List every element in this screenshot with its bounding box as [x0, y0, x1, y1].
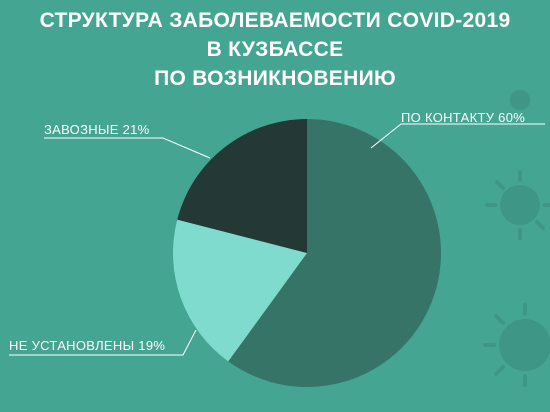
pie-slice-import: [177, 119, 307, 253]
leader-line-unknown: [9, 329, 197, 356]
title-line-2: В КУЗБАССЕ: [206, 38, 344, 61]
chart-title: СТРУКТУРА ЗАБОЛЕВАЕМОСТИ COVID-2019 В КУ…: [0, 6, 550, 93]
pie-slice-unknown: [173, 219, 307, 362]
label-contact: ПО КОНТАКТУ 60%: [401, 110, 526, 125]
label-import: ЗАВОЗНЫЕ 21%: [44, 122, 150, 137]
title-line-1: СТРУКТУРА ЗАБОЛЕВАЕМОСТИ COVID-2019: [39, 9, 511, 32]
leader-line-import: [44, 137, 211, 159]
pie-slice-contact: [228, 118, 442, 387]
label-unknown: НЕ УСТАНОВЛЕНЫ 19%: [9, 338, 166, 353]
title-line-3: ПО ВОЗНИКНОВЕНИЮ: [154, 67, 396, 90]
leader-line-contact: [370, 123, 545, 149]
